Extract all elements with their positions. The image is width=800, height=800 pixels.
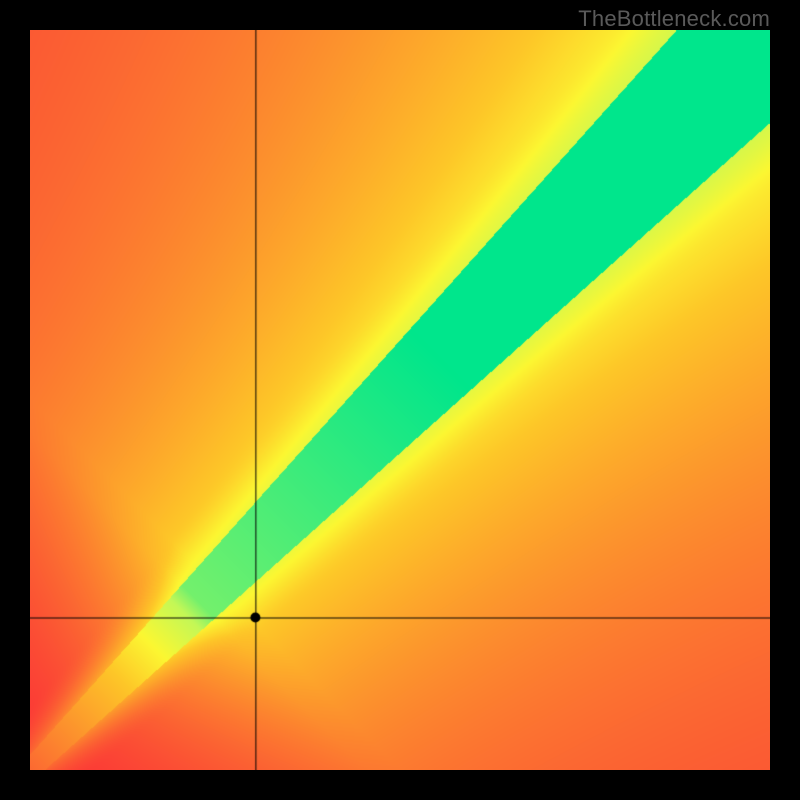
watermark-text: TheBottleneck.com — [578, 6, 770, 32]
heatmap-canvas — [30, 30, 770, 770]
bottleneck-heatmap — [30, 30, 770, 770]
